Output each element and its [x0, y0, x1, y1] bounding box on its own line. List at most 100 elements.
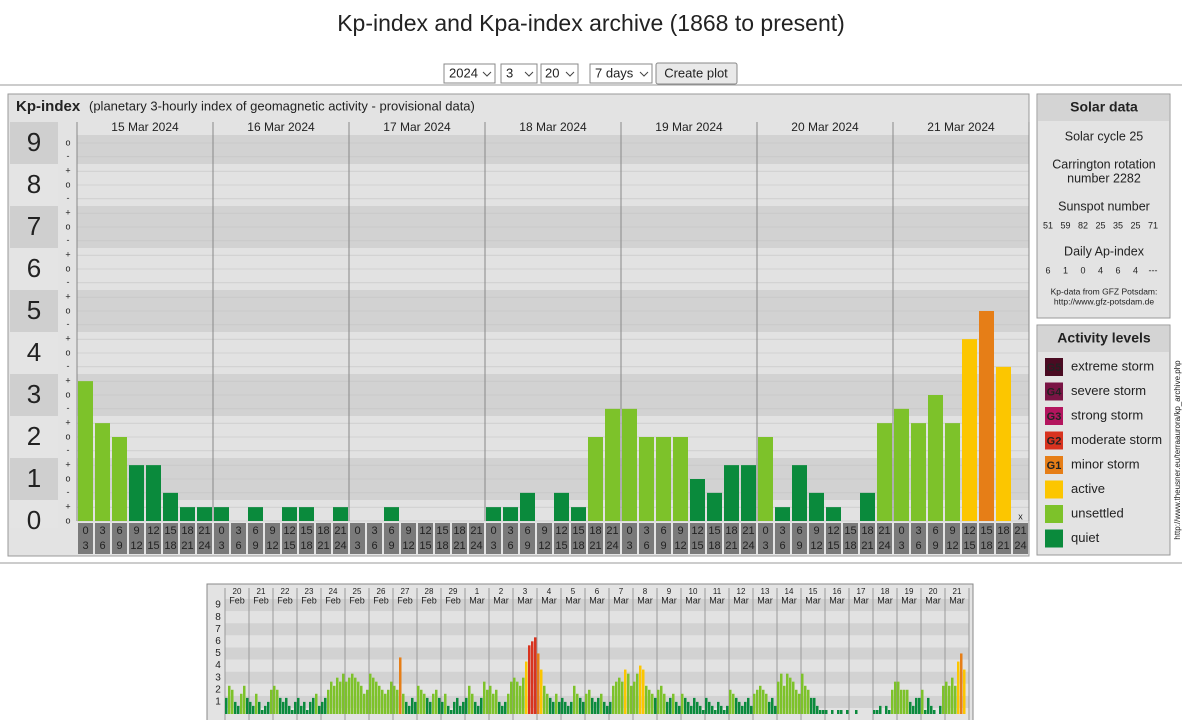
- bar: [912, 705, 915, 714]
- row-band: [77, 500, 1029, 521]
- bar: [741, 465, 756, 521]
- bar: [690, 479, 705, 521]
- hour-label: 12: [538, 540, 550, 552]
- day-value[interactable]: 20: [545, 65, 559, 80]
- bar: [921, 689, 924, 714]
- bar: [522, 677, 525, 714]
- bar: [252, 705, 255, 714]
- bar: [231, 689, 234, 714]
- day-select[interactable]: [540, 63, 579, 84]
- bar: [615, 681, 618, 714]
- bar: [915, 697, 918, 714]
- legend-label: extreme storm: [1071, 358, 1154, 373]
- hour-cell: [775, 523, 790, 554]
- bar: [792, 681, 795, 714]
- hour-label: 6: [252, 525, 258, 537]
- bar: [459, 705, 462, 714]
- bar: [414, 701, 417, 714]
- legend-swatch: [1045, 480, 1063, 499]
- hour-cell: [571, 523, 586, 554]
- hour-label: 9: [269, 525, 275, 537]
- year-value[interactable]: 2024: [449, 65, 478, 80]
- month-select[interactable]: [500, 63, 538, 84]
- hour-label: 9: [949, 525, 955, 537]
- year-select[interactable]: [443, 63, 496, 84]
- month-label: Mar: [757, 595, 773, 605]
- bar: [639, 437, 654, 521]
- bar: [786, 673, 789, 714]
- hour-label: 9: [796, 540, 802, 552]
- hour-cell: [435, 523, 450, 554]
- hour-label: 3: [490, 540, 496, 552]
- bar: [798, 693, 801, 714]
- month-value[interactable]: 3: [506, 65, 513, 80]
- y-subtick-label: -: [67, 361, 70, 371]
- hour-label: 21: [1014, 525, 1026, 537]
- bar: [831, 710, 834, 714]
- day-label: 4: [547, 587, 552, 596]
- hour-cell: [894, 523, 909, 554]
- month-label: Feb: [445, 595, 461, 605]
- y-label-cell: [10, 248, 58, 290]
- solar-title: Solar data: [1070, 99, 1138, 115]
- y-subtick-label: -: [67, 445, 70, 455]
- bar: [756, 689, 759, 714]
- hour-cell: [146, 523, 161, 554]
- bar: [299, 507, 314, 521]
- hour-label: 18: [181, 525, 193, 537]
- bar: [582, 701, 585, 714]
- month-label: Mar: [661, 595, 677, 605]
- bar: [672, 693, 675, 714]
- hour-label: 0: [490, 525, 496, 537]
- source: Kp-data from GFZ Potsdam:: [1051, 286, 1158, 296]
- bar: [369, 673, 372, 714]
- bar: [630, 685, 633, 714]
- y-subtick-label: o: [65, 515, 70, 525]
- row-band: [77, 135, 1029, 164]
- hour-label: 12: [402, 540, 414, 552]
- hour-cell: [996, 523, 1011, 554]
- month-label: Mar: [469, 595, 485, 605]
- hour-cell: [622, 523, 637, 554]
- activity-title: Activity levels: [1057, 330, 1151, 346]
- hour-label: 6: [371, 540, 377, 552]
- day-label: 6: [595, 587, 600, 596]
- month-label: Mar: [949, 595, 965, 605]
- ap-value: 6: [1115, 265, 1120, 275]
- y-subtick-label: -: [67, 193, 70, 203]
- bar: [656, 437, 671, 521]
- span-value[interactable]: 7 days: [595, 65, 634, 80]
- hour-label: 6: [235, 540, 241, 552]
- hour-label: 18: [708, 540, 720, 552]
- bar: [666, 701, 669, 714]
- create-plot-button[interactable]: [655, 62, 738, 85]
- day-label: 11: [713, 587, 722, 596]
- hour-label: 18: [861, 525, 873, 537]
- hour-cell: [537, 523, 552, 554]
- legend-label: strong storm: [1071, 407, 1143, 422]
- hour-cell: [860, 523, 875, 554]
- source: http://www.gfz-potsdam.de: [1054, 296, 1154, 306]
- bar: [897, 681, 900, 714]
- hour-cell: [401, 523, 416, 554]
- hour-cell: [265, 523, 280, 554]
- button-label[interactable]: Create plot: [664, 65, 728, 80]
- select-arrow: [565, 71, 575, 77]
- legend-swatch: [1045, 382, 1063, 401]
- bar: [554, 492, 569, 521]
- bar: [775, 507, 790, 521]
- bar: [825, 710, 828, 714]
- bar: [342, 673, 345, 714]
- hour-cell: [673, 523, 688, 554]
- y-subtick-label: -: [67, 151, 70, 161]
- span-select[interactable]: [589, 63, 653, 84]
- bar: [510, 681, 513, 714]
- row-band: [225, 623, 969, 636]
- hour-cell: [78, 523, 93, 554]
- hour-label: 9: [813, 525, 819, 537]
- hour-label: 12: [130, 540, 142, 552]
- bar: [873, 710, 876, 714]
- bar: [372, 677, 375, 714]
- bar: [423, 693, 426, 714]
- bar: [624, 669, 627, 714]
